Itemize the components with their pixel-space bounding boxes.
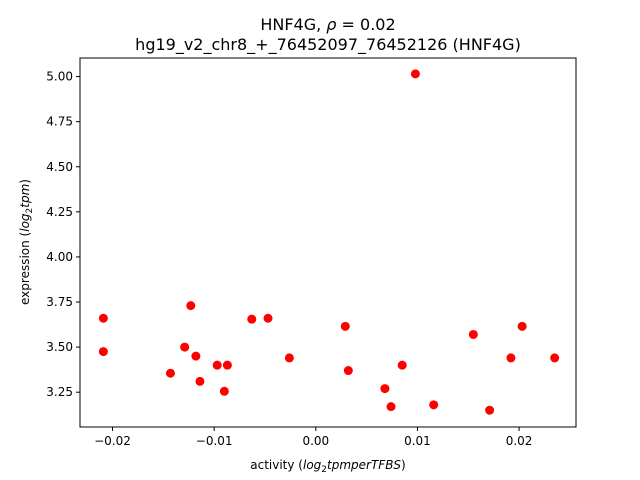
y-tick-label: 3.75 [46, 295, 73, 309]
data-point [340, 321, 350, 331]
x-tick-label: −0.02 [94, 434, 131, 448]
data-point [550, 353, 560, 363]
data-point [219, 386, 229, 396]
data-point [397, 360, 407, 370]
data-point [195, 376, 205, 386]
y-tick-label: 3.25 [46, 385, 73, 399]
data-point [284, 353, 294, 363]
y-tick-label: 4.75 [46, 115, 73, 129]
x-axis-label: activity (log2tpmperTFBS) [250, 458, 405, 475]
data-point [191, 351, 201, 361]
x-axis-ticks: −0.02 −0.01 0.00 0.01 0.02 [94, 427, 532, 448]
y-tick-label: 4.50 [46, 160, 73, 174]
data-point [222, 360, 232, 370]
x-tick-label: −0.01 [196, 434, 233, 448]
x-tick-label: 0.02 [506, 434, 533, 448]
data-point [380, 384, 390, 394]
y-axis-label: expression (log2tpm) [18, 179, 35, 305]
chart-title-line1: HNF4G, ρ = 0.02 [260, 15, 395, 34]
data-point [98, 347, 108, 357]
data-point [180, 342, 190, 352]
data-point [410, 69, 420, 79]
x-tick-label: 0.00 [302, 434, 329, 448]
chart-title-line2: hg19_v2_chr8_+_76452097_76452126 (HNF4G) [135, 35, 521, 55]
x-tick-label: 0.01 [404, 434, 431, 448]
data-point [468, 329, 478, 339]
data-point [186, 301, 196, 311]
data-point [212, 360, 222, 370]
data-point [429, 400, 439, 410]
data-point [343, 366, 353, 376]
y-tick-label: 4.25 [46, 205, 73, 219]
y-tick-label: 3.50 [46, 340, 73, 354]
data-point [386, 402, 396, 412]
data-point [517, 321, 527, 331]
data-point [506, 353, 516, 363]
y-tick-label: 4.00 [46, 250, 73, 264]
data-point [247, 314, 257, 324]
axes-frame [79, 57, 577, 428]
y-tick-label: 5.00 [46, 70, 73, 84]
y-axis-ticks: 3.25 3.50 3.75 4.00 4.25 4.50 4.75 5.00 [46, 70, 80, 399]
data-point [98, 313, 108, 323]
data-point [263, 313, 273, 323]
data-point [165, 368, 175, 378]
plot-area [98, 69, 560, 415]
data-point [485, 405, 495, 415]
